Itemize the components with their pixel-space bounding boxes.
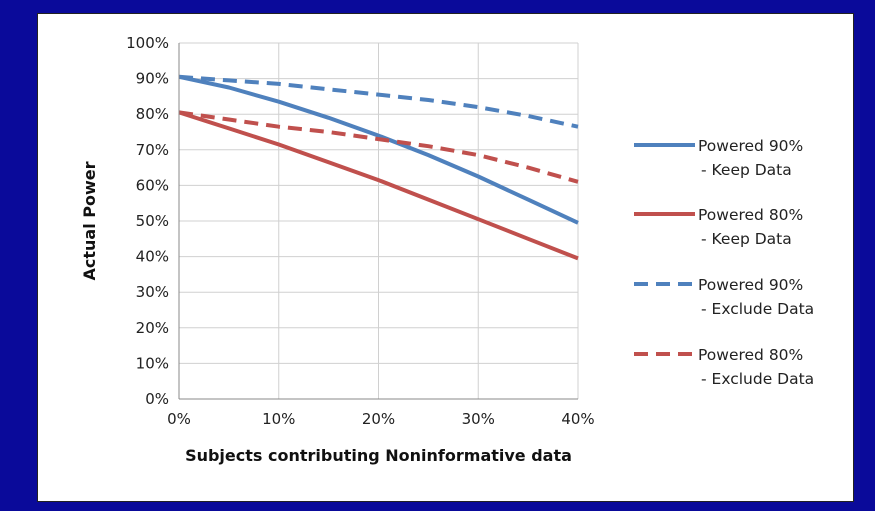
y-tick-label: 20% xyxy=(136,319,169,337)
legend-label-4: Powered 80% xyxy=(698,346,803,364)
chart-frame: 0% 10% 20% 30% 40% 50% 60% 70% 80% 90% 100% 0% 10% 2… xyxy=(37,13,854,502)
series-line-4 xyxy=(178,110,579,184)
series-line-3 xyxy=(178,74,579,129)
y-tick-label: 10% xyxy=(136,354,169,372)
legend-label-3-line2: - Exclude Data xyxy=(701,300,814,318)
series-line-1 xyxy=(178,74,579,225)
legend-label-1: Powered 90% xyxy=(698,137,803,155)
legend-label-1-line2: - Keep Data xyxy=(701,161,792,179)
x-tick-label: 0% xyxy=(167,410,191,428)
x-axis-ticks: 0% 10% 20% 30% 40% xyxy=(167,410,595,428)
series-lines xyxy=(178,74,579,261)
axes xyxy=(178,43,578,400)
y-tick-label: 30% xyxy=(136,283,169,301)
y-tick-label: 100% xyxy=(126,34,169,52)
x-tick-label: 20% xyxy=(362,410,395,428)
y-tick-label: 70% xyxy=(136,141,169,159)
y-axis-title: Actual Power xyxy=(80,161,99,280)
x-tick-label: 10% xyxy=(262,410,295,428)
y-tick-label: 90% xyxy=(136,70,169,88)
y-tick-label: 50% xyxy=(136,212,169,230)
line-chart: 0% 10% 20% 30% 40% 50% 60% 70% 80% 90% 100% 0% 10% 2… xyxy=(80,34,814,465)
series-line-2 xyxy=(178,110,579,261)
legend-label-2-line2: - Keep Data xyxy=(701,230,792,248)
y-tick-label: 40% xyxy=(136,248,169,266)
y-tick-label: 80% xyxy=(136,105,169,123)
x-tick-label: 40% xyxy=(561,410,594,428)
legend-label-2: Powered 80% xyxy=(698,206,803,224)
x-axis-title: Subjects contributing Noninformative dat… xyxy=(185,446,572,465)
x-tick-label: 30% xyxy=(462,410,495,428)
legend: Powered 90% - Keep Data Powered 80% - Keep … xyxy=(634,137,814,388)
legend-label-4-line2: - Exclude Data xyxy=(701,370,814,388)
legend-label-3: Powered 90% xyxy=(698,276,803,294)
y-tick-label: 0% xyxy=(145,390,169,408)
y-axis-ticks: 0% 10% 20% 30% 40% 50% 60% 70% 80% 90% 100% xyxy=(126,34,169,408)
y-tick-label: 60% xyxy=(136,176,169,194)
